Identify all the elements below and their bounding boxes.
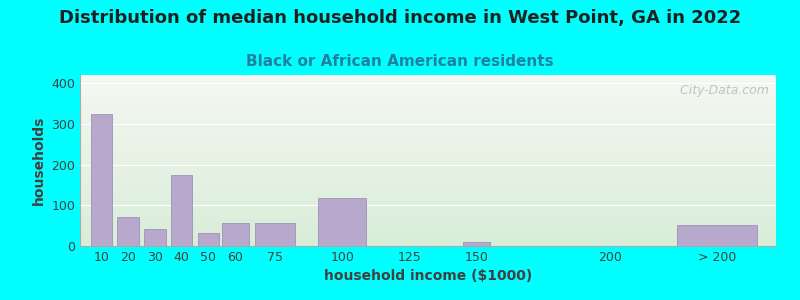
Bar [118, 217, 139, 246]
Bar [318, 198, 366, 246]
Bar [198, 233, 219, 246]
Bar [255, 223, 295, 246]
Text: Black or African American residents: Black or African American residents [246, 54, 554, 69]
Bar [171, 175, 193, 246]
Bar [222, 223, 249, 246]
Text: Distribution of median household income in West Point, GA in 2022: Distribution of median household income … [59, 9, 741, 27]
Y-axis label: households: households [32, 116, 46, 205]
Bar [144, 229, 166, 246]
X-axis label: household income ($1000): household income ($1000) [324, 269, 532, 284]
Bar [90, 114, 112, 246]
Bar [677, 225, 758, 246]
Bar [463, 242, 490, 246]
Text: City-Data.com: City-Data.com [672, 83, 769, 97]
